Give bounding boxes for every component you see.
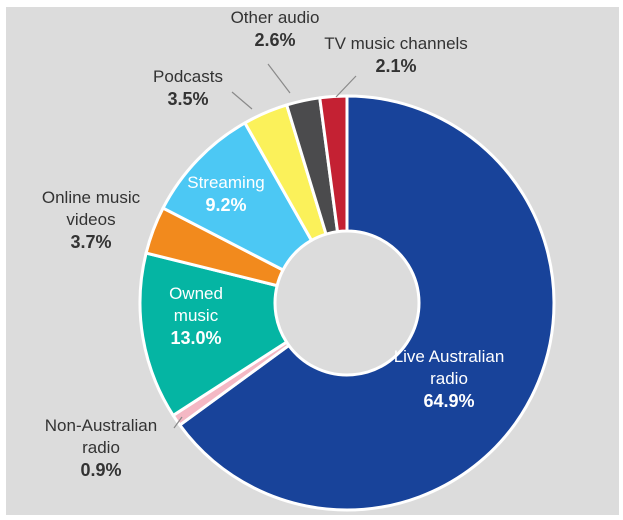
category-label: music: [174, 306, 219, 325]
leader-line-podcasts: [231, 91, 253, 110]
value-label: 3.7%: [70, 232, 111, 252]
leader-line-other-audio: [267, 63, 291, 94]
slice-label-non-australian-radio: Non-Australian radio 0.9%: [45, 416, 157, 480]
category-label: Non-Australian: [45, 416, 157, 435]
category-label: TV music channels: [324, 34, 468, 53]
category-label: radio: [430, 369, 468, 388]
slices-group: [138, 94, 556, 512]
value-label: 64.9%: [423, 391, 474, 411]
value-label: 13.0%: [170, 328, 221, 348]
category-label: videos: [66, 210, 115, 229]
value-label: 9.2%: [205, 195, 246, 215]
category-label: Other audio: [231, 8, 320, 27]
slice-label-other-audio: Other audio 2.6%: [231, 8, 320, 50]
slice-tv-music-channels: [318, 94, 349, 234]
donut-chart: Live Australian radio 64.9% Non-Australian r…: [42, 8, 556, 512]
slice-label-live-australian-radio: Live Australian radio 64.9%: [394, 347, 505, 411]
category-label: Live Australian: [394, 347, 505, 366]
slice-live-australian-radio: [178, 94, 556, 512]
category-label: Podcasts: [153, 67, 223, 86]
chart-panel: Live Australian radio 64.9% Non-Australian r…: [6, 7, 619, 515]
slice-label-podcasts: Podcasts 3.5%: [153, 67, 223, 109]
slice-label-online-music-videos: Online music videos 3.7%: [42, 188, 141, 252]
category-label: Owned: [169, 284, 223, 303]
slice-label-streaming: Streaming 9.2%: [187, 173, 264, 215]
labels-group: Live Australian radio 64.9% Non-Australian r…: [42, 8, 504, 480]
slice-label-tv-music-channels: TV music channels 2.1%: [324, 34, 468, 76]
leader-lines-group: [173, 63, 357, 429]
slice-label-owned-music: Owned music 13.0%: [169, 284, 223, 348]
value-label: 3.5%: [167, 89, 208, 109]
category-label: Online music: [42, 188, 141, 207]
slice-owned-music: [138, 251, 289, 417]
value-label: 2.1%: [375, 56, 416, 76]
value-label: 0.9%: [80, 460, 121, 480]
category-label: radio: [82, 438, 120, 457]
value-label: 2.6%: [254, 30, 295, 50]
category-label: Streaming: [187, 173, 264, 192]
leader-line-non-australian-radio: [173, 416, 183, 429]
leader-line-tv-music-channels: [335, 75, 357, 98]
